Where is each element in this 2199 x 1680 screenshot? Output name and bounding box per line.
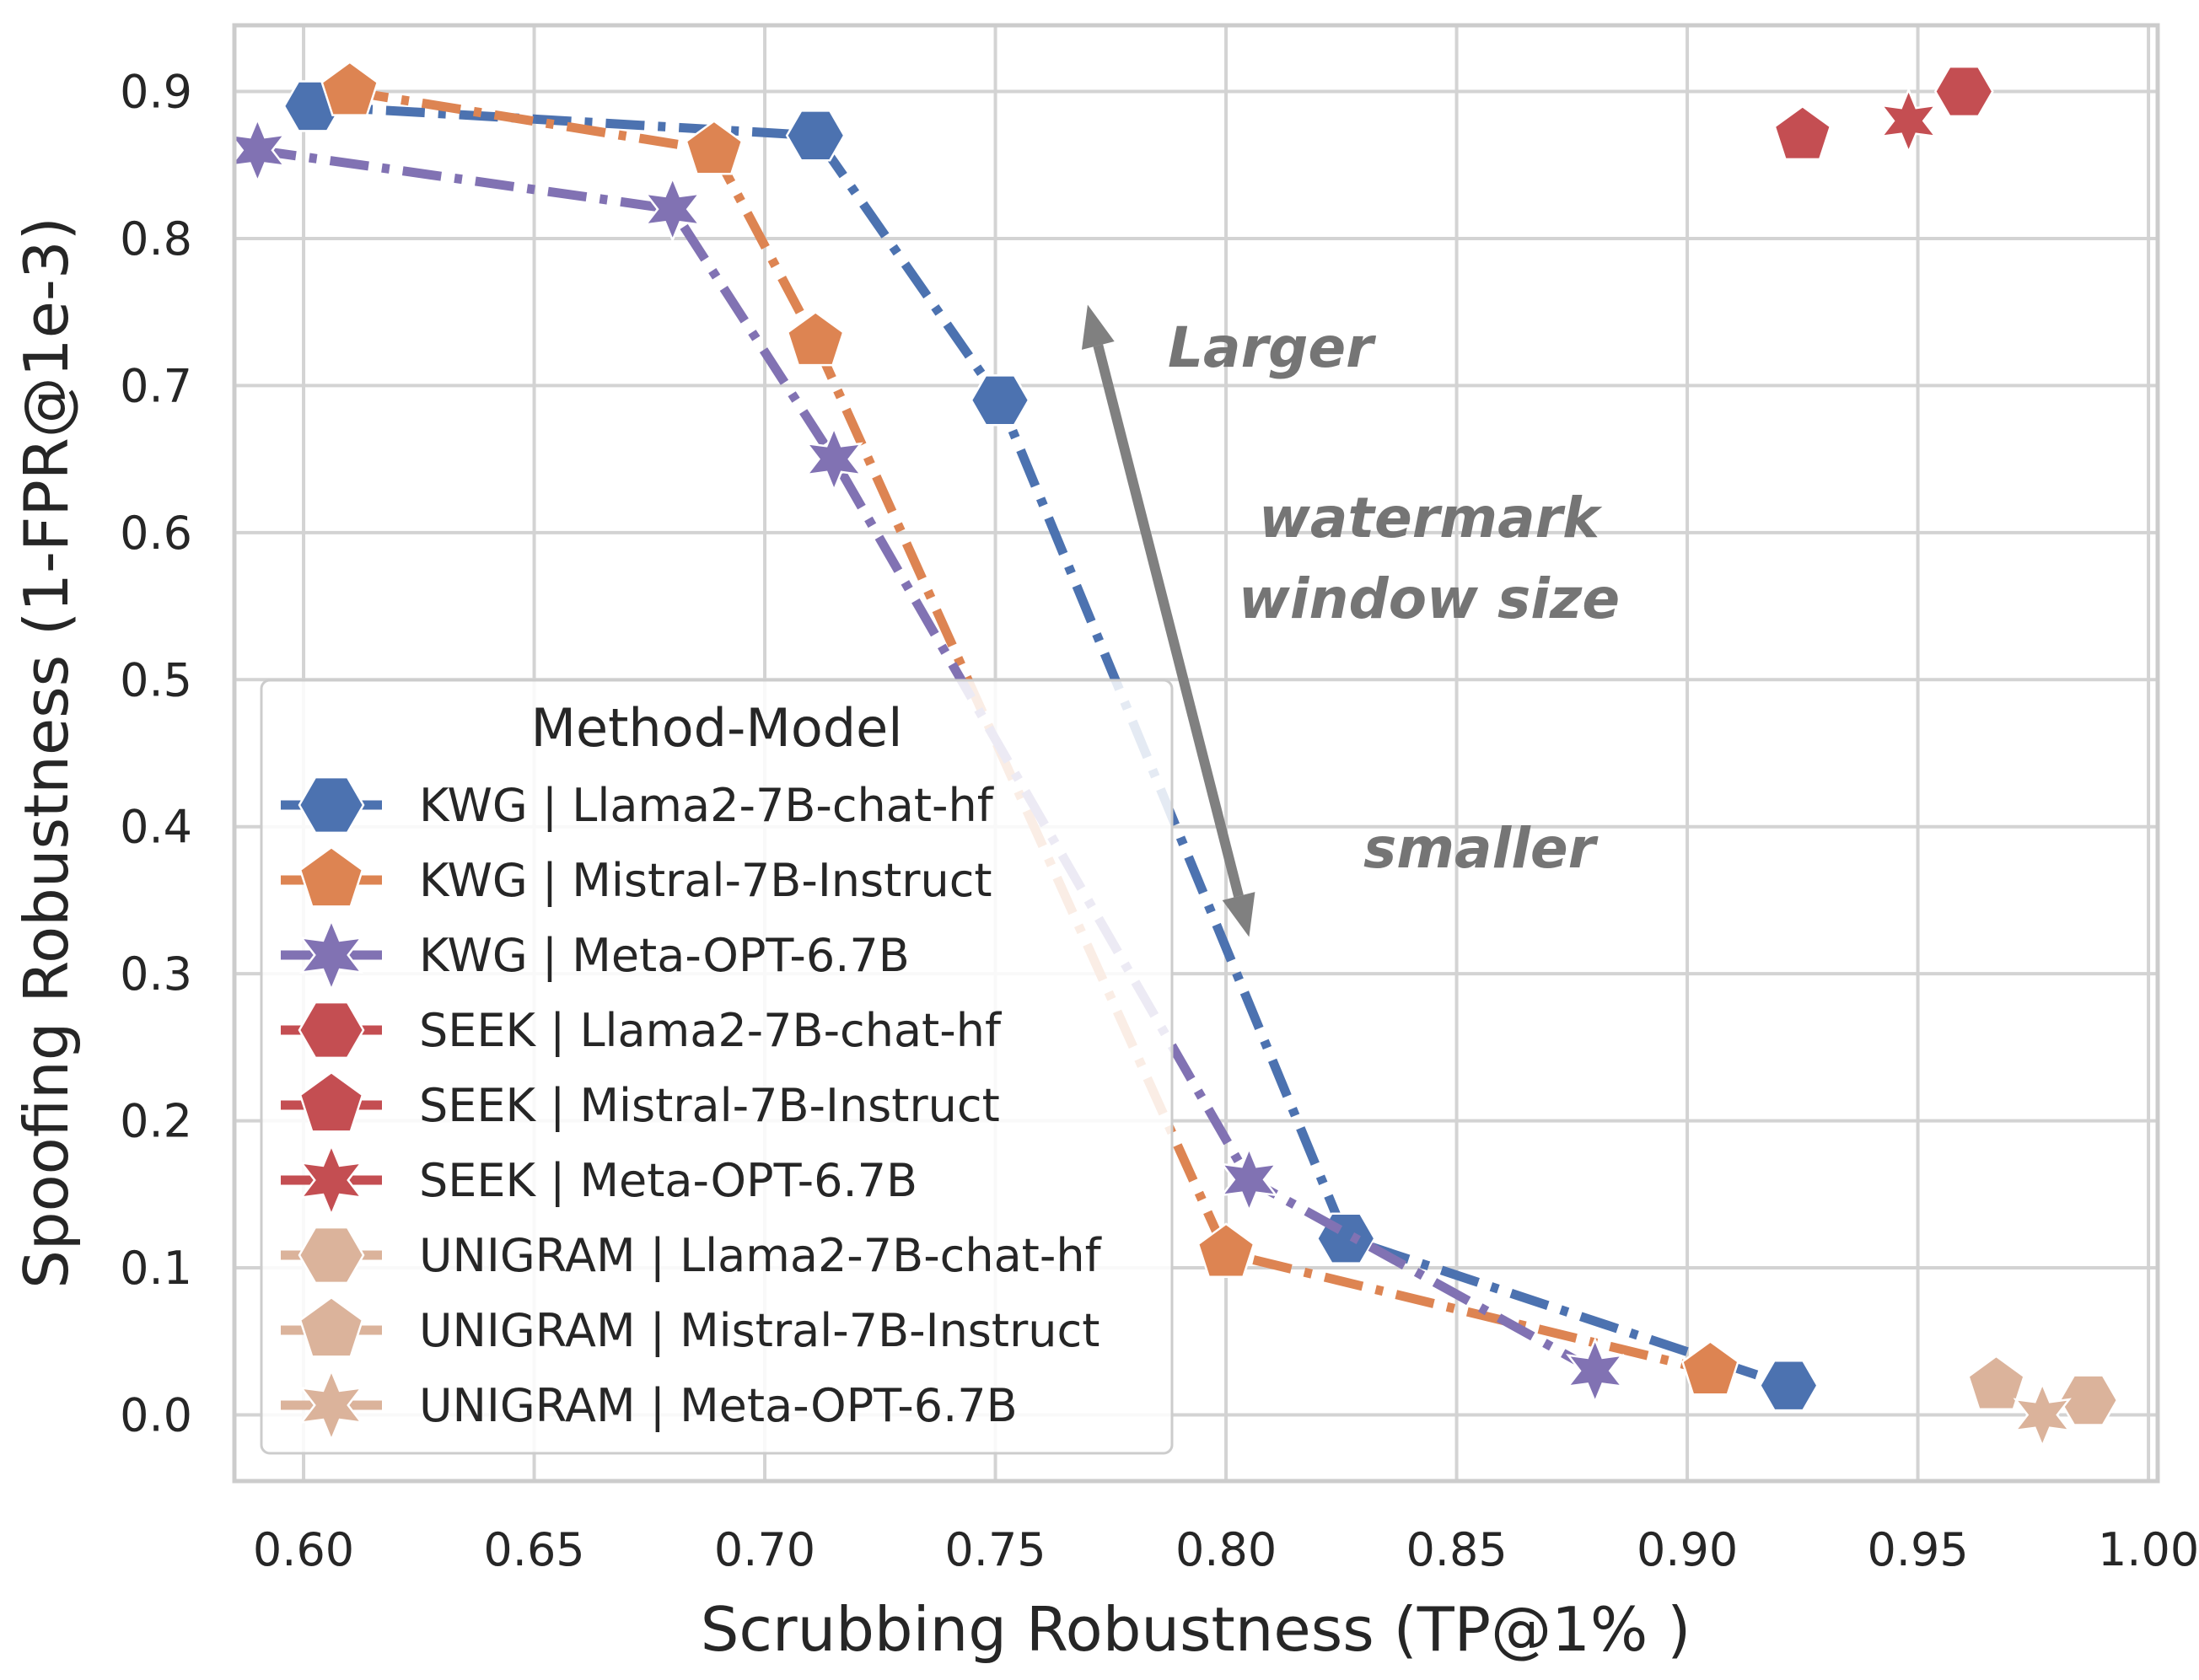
x-tick-label: 0.80 bbox=[1175, 1523, 1277, 1576]
data-point bbox=[785, 110, 846, 162]
legend-label: SEEK | Llama2-7B-chat-hf bbox=[419, 1004, 1003, 1057]
y-tick-label: 0.8 bbox=[120, 212, 192, 266]
annotation-arrow-head-top bbox=[1081, 304, 1115, 350]
y-tick-label: 0.7 bbox=[120, 359, 192, 412]
y-axis-ticks: 0.0 0.1 0.2 0.3 0.4 0.5 0.6 0.7 0.8 0.9 bbox=[120, 66, 192, 1442]
data-point bbox=[2013, 1381, 2072, 1449]
x-tick-label: 1.00 bbox=[2098, 1523, 2199, 1576]
legend-entry: KWG | Meta-OPT-6.7B bbox=[281, 917, 910, 993]
legend-label: KWG | Mistral-7B-Instruct bbox=[419, 854, 992, 907]
data-point bbox=[1758, 1359, 1819, 1412]
series-hexagon bbox=[1933, 65, 1994, 118]
legend-marker-hexagon-icon bbox=[298, 1001, 365, 1060]
legend-marker-pentagon-icon bbox=[298, 1296, 364, 1358]
legend-label: UNIGRAM | Mistral-7B-Instruct bbox=[419, 1304, 1100, 1357]
legend-entry: SEEK | Mistral-7B-Instruct bbox=[281, 1071, 1000, 1133]
x-axis-title: Scrubbing Robustness (TP@1% ) bbox=[701, 1594, 1691, 1665]
legend-marker-star-icon bbox=[298, 917, 364, 993]
series-star bbox=[2013, 1381, 2072, 1449]
annotation-smaller: smaller bbox=[1363, 816, 1599, 881]
x-tick-label: 0.75 bbox=[944, 1523, 1046, 1576]
data-point bbox=[1879, 87, 1938, 155]
x-tick-label: 0.90 bbox=[1637, 1523, 1738, 1576]
data-point bbox=[1967, 1355, 2025, 1410]
legend-entry: SEEK | Llama2-7B-chat-hf bbox=[281, 1001, 1003, 1060]
series-pentagon bbox=[320, 61, 1739, 1396]
data-point bbox=[786, 310, 845, 367]
legend-box bbox=[260, 679, 1174, 1455]
series-star bbox=[228, 116, 1625, 1405]
legend-label: KWG | Meta-OPT-6.7B bbox=[419, 929, 910, 982]
series-star bbox=[1879, 87, 1938, 155]
legend-entry: SEEK | Meta-OPT-6.7B bbox=[281, 1142, 917, 1218]
x-tick-label: 0.60 bbox=[253, 1523, 354, 1576]
legend-label: UNIGRAM | Meta-OPT-6.7B bbox=[419, 1379, 1018, 1432]
series-hexagon bbox=[282, 80, 1819, 1412]
annotation-watermark: watermark bbox=[1259, 486, 1603, 550]
y-tick-label: 0.2 bbox=[120, 1095, 192, 1148]
annotation-layer: Larger watermark window size smaller bbox=[1081, 304, 1620, 937]
data-point bbox=[685, 120, 744, 175]
legend-label: SEEK | Mistral-7B-Instruct bbox=[419, 1079, 1000, 1132]
series-layer bbox=[228, 61, 2119, 1449]
data-point bbox=[804, 425, 863, 493]
legend-title: Method-Model bbox=[530, 697, 902, 759]
annotation-arrow-head-bottom bbox=[1222, 892, 1255, 937]
series-line bbox=[348, 87, 1712, 1376]
data-point bbox=[1196, 1222, 1255, 1278]
legend-marker-hexagon-icon bbox=[298, 776, 365, 835]
annotation-larger: Larger bbox=[1168, 315, 1376, 380]
legend-marker-star-icon bbox=[298, 1367, 364, 1443]
data-point bbox=[228, 116, 288, 185]
data-point bbox=[970, 374, 1030, 427]
legend-label: SEEK | Meta-OPT-6.7B bbox=[419, 1154, 917, 1207]
y-tick-label: 0.4 bbox=[120, 801, 192, 854]
data-point bbox=[1219, 1146, 1279, 1214]
series-pentagon bbox=[1773, 105, 1832, 161]
annotation-window-size: window size bbox=[1239, 566, 1620, 631]
data-point bbox=[1566, 1337, 1625, 1405]
x-tick-label: 0.95 bbox=[1867, 1523, 1968, 1576]
legend: Method-Model KWG | Llama2-7B-chat-hfKWG … bbox=[260, 679, 1174, 1455]
plot-frame bbox=[232, 23, 2160, 1484]
y-tick-label: 0.0 bbox=[120, 1389, 192, 1442]
x-axis-ticks: 0.60 0.65 0.70 0.75 0.80 0.85 0.90 0.95 1.00 bbox=[253, 1523, 2199, 1576]
y-tick-label: 0.3 bbox=[120, 947, 192, 1001]
data-point bbox=[1773, 105, 1832, 161]
legend-entries: KWG | Llama2-7B-chat-hf KWG | Mistral-7B-… bbox=[281, 776, 1103, 1443]
grid-lines bbox=[234, 25, 2158, 1481]
legend-label: UNIGRAM | Llama2-7B-chat-hf bbox=[419, 1229, 1103, 1282]
legend-entry: UNIGRAM | Mistral-7B-Instruct bbox=[281, 1296, 1100, 1358]
annotation-arrow-shaft bbox=[1093, 344, 1244, 898]
x-tick-label: 0.65 bbox=[483, 1523, 584, 1576]
series-pentagon bbox=[1967, 1355, 2025, 1410]
legend-entry: KWG | Mistral-7B-Instruct bbox=[281, 845, 992, 908]
data-point bbox=[1680, 1339, 1739, 1396]
legend-entry: KWG | Llama2-7B-chat-hf bbox=[281, 776, 995, 835]
legend-label: KWG | Llama2-7B-chat-hf bbox=[419, 779, 995, 832]
legend-entry: UNIGRAM | Llama2-7B-chat-hf bbox=[281, 1226, 1103, 1285]
x-tick-label: 0.85 bbox=[1406, 1523, 1507, 1576]
y-tick-label: 0.5 bbox=[120, 653, 192, 706]
legend-marker-pentagon-icon bbox=[298, 845, 364, 908]
data-point bbox=[320, 61, 379, 116]
y-axis-title: Spoofing Robustness (1-FPR@1e-3) bbox=[11, 217, 82, 1289]
legend-entry: UNIGRAM | Meta-OPT-6.7B bbox=[281, 1367, 1018, 1443]
y-tick-label: 0.1 bbox=[120, 1242, 192, 1295]
y-tick-label: 0.6 bbox=[120, 507, 192, 560]
x-tick-label: 0.70 bbox=[714, 1523, 815, 1576]
legend-marker-pentagon-icon bbox=[298, 1071, 364, 1133]
legend-marker-hexagon-icon bbox=[298, 1226, 365, 1285]
data-point bbox=[1933, 65, 1994, 118]
y-tick-label: 0.9 bbox=[120, 66, 192, 119]
legend-marker-star-icon bbox=[298, 1142, 364, 1218]
data-point bbox=[643, 175, 702, 244]
